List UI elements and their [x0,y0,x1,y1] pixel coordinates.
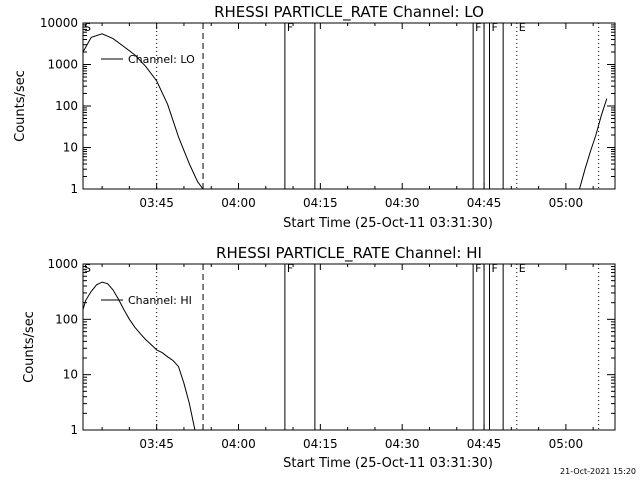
y-tick-label: 100 [55,312,78,326]
x-tick-label: 04:15 [303,196,338,210]
x-tick-label: 04:30 [385,437,420,451]
y-tick-label: 100 [55,99,78,113]
event-flag-label: F [492,21,498,34]
y-tick-label: 10000 [40,16,78,30]
series-line [579,98,608,190]
edge-flag-label: S [84,262,91,275]
y-tick-label: 1 [70,423,78,437]
event-flag-label: F [475,262,481,275]
x-tick-label: 04:45 [467,196,502,210]
hi-channel-panel: RHESSI PARTICLE_RATE Channel: HI 03:45 04:… [22,244,616,471]
plot-frame [82,22,616,190]
x-tick-label: 04:30 [385,196,420,210]
x-tick-label: 05:00 [549,437,584,451]
x-tick-label: 05:00 [549,196,584,210]
x-tick-label: 03:45 [139,437,174,451]
x-axis-label: Start Time (25-Oct-11 03:31:30) [283,216,493,231]
chart-title: RHESSI PARTICLE_RATE Channel: LO [214,3,484,22]
event-flag-label: F [287,262,293,275]
event-flag-label: E [519,21,526,34]
y-axis-label: Counts/sec [13,70,28,142]
chart-title: RHESSI PARTICLE_RATE Channel: HI [216,244,482,263]
y-tick-label: 1 [70,182,78,196]
legend-label: Channel: HI [128,294,192,307]
y-tick-label: 10 [63,141,78,155]
lo-channel-panel: RHESSI PARTICLE_RATE Channel: LO 03:45 04:… [13,3,616,231]
x-axis-label: Start Time (25-Oct-11 03:31:30) [283,456,493,471]
x-tick-label: 04:00 [221,196,256,210]
event-flag-label: E [519,262,526,275]
series-line [82,281,196,431]
y-tick-label: 1000 [47,58,78,72]
x-tick-label: 04:00 [221,437,256,451]
series-line [82,33,204,190]
y-axis-label: Counts/sec [22,311,37,383]
plot-frame [82,263,616,431]
x-tick-label: 04:45 [467,437,502,451]
x-tick-label: 04:15 [303,437,338,451]
y-tick-label: 1000 [47,257,78,271]
legend-label: Channel: LO [128,53,195,66]
event-flag-label: F [475,21,481,34]
x-tick-label: 03:45 [139,196,174,210]
event-flag-label: F [492,262,498,275]
edge-flag-label: S [84,21,91,34]
event-flag-label: F [287,21,293,34]
y-tick-label: 10 [63,368,78,382]
plot-timestamp: 21-Oct-2021 15:20 [560,467,636,476]
